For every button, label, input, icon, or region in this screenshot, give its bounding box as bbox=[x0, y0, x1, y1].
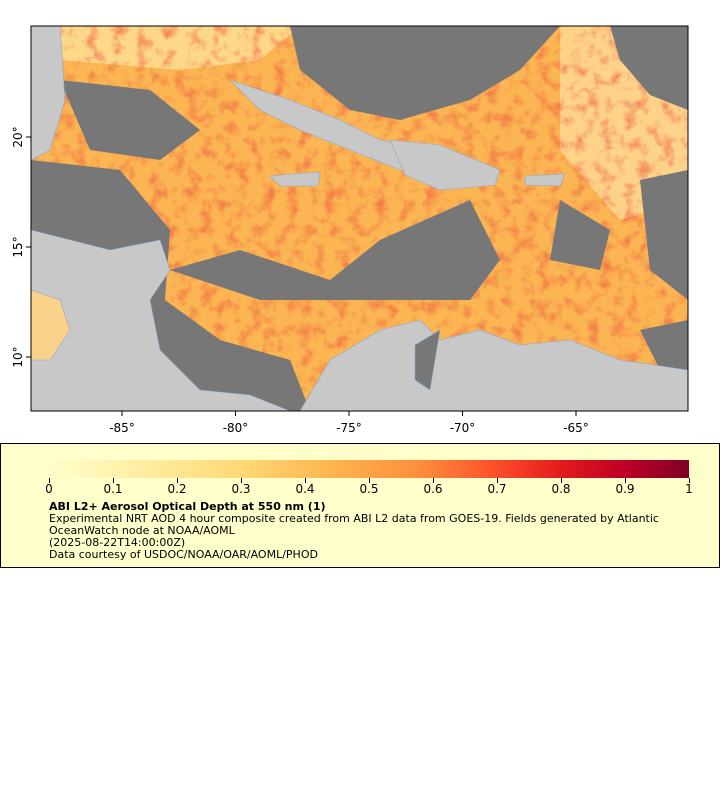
colorbar-tick-label: 0.5 bbox=[359, 482, 379, 496]
x-tick-label: -65° bbox=[563, 421, 589, 435]
x-tick-label: -85° bbox=[109, 421, 135, 435]
colorbar-tick-label: 0.9 bbox=[615, 482, 635, 496]
map-image bbox=[31, 26, 688, 411]
legend-description: Experimental NRT AOD 4 hour composite cr… bbox=[49, 512, 659, 537]
legend: ABI L2+ Aerosol Optical Depth at 550 nm … bbox=[0, 443, 720, 568]
colorbar-tick-label: 0.2 bbox=[167, 482, 187, 496]
map: -85° -80° -75° -70° -65° 10° 15° 20° bbox=[11, 25, 689, 435]
colorbar-tick bbox=[497, 478, 498, 483]
colorbar-tick bbox=[49, 478, 50, 483]
colorbar-tick-label: 0 bbox=[45, 482, 53, 496]
colorbar-tick-label: 0.1 bbox=[103, 482, 123, 496]
colorbar-tick bbox=[369, 478, 370, 483]
y-tick-label: 20° bbox=[11, 126, 25, 147]
x-tick-label: -75° bbox=[336, 421, 362, 435]
legend-text: ABI L2+ Aerosol Optical Depth at 550 nm … bbox=[49, 501, 699, 561]
colorbar-tick-label: 0.6 bbox=[423, 482, 443, 496]
colorbar-tick bbox=[433, 478, 434, 483]
colorbar-tick bbox=[241, 478, 242, 483]
colorbar-tick bbox=[689, 478, 690, 483]
colorbar-tick-label: 0.3 bbox=[231, 482, 251, 496]
colorbar-tick bbox=[561, 478, 562, 483]
x-tick-label: -70° bbox=[450, 421, 476, 435]
colorbar-tick bbox=[305, 478, 306, 483]
map-frame bbox=[30, 25, 689, 412]
legend-title: ABI L2+ Aerosol Optical Depth at 550 nm … bbox=[49, 500, 326, 513]
colorbar-tick-label: 0.8 bbox=[551, 482, 571, 496]
y-tick-label: 10° bbox=[11, 346, 25, 367]
colorbar-tick bbox=[177, 478, 178, 483]
colorbar-tick bbox=[625, 478, 626, 483]
legend-credit: Data courtesy of USDOC/NOAA/OAR/AOML/PHO… bbox=[49, 548, 318, 561]
colorbar-tick-label: 0.7 bbox=[487, 482, 507, 496]
colorbar-tick bbox=[113, 478, 114, 483]
colorbar-tick-label: 1 bbox=[685, 482, 693, 496]
colorbar bbox=[49, 460, 689, 478]
y-tick-label: 15° bbox=[11, 236, 25, 257]
colorbar-tick-label: 0.4 bbox=[295, 482, 315, 496]
x-tick-label: -80° bbox=[223, 421, 249, 435]
legend-time: (2025-08-22T14:00:00Z) bbox=[49, 536, 186, 549]
